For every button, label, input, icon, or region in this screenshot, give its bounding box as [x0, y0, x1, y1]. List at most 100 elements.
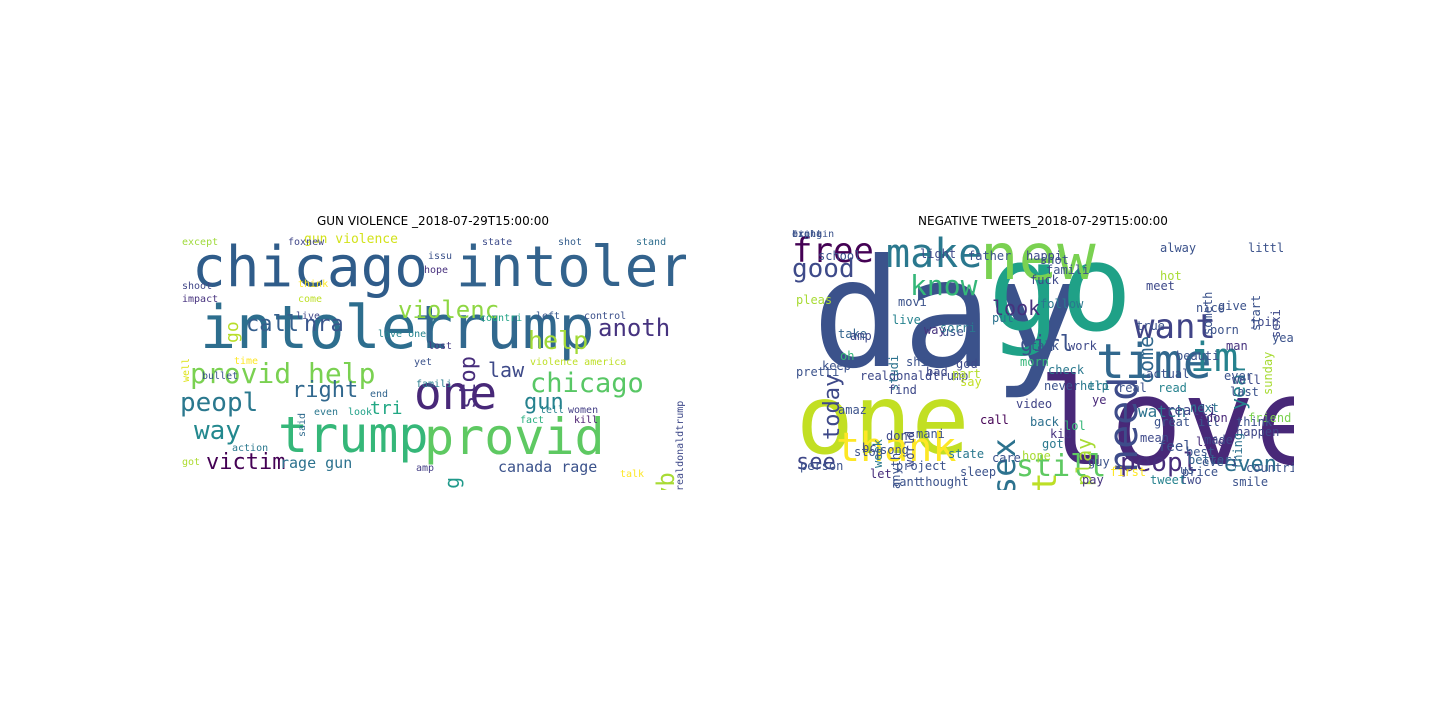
- gun-violence-word-realdonaldtrump: realdonaldtrump: [675, 400, 686, 490]
- gun-violence-word-call: call: [246, 312, 299, 337]
- negative-tweets-word-nice: nice: [1196, 301, 1225, 315]
- gun-violence-word-foxnew: foxnew: [288, 237, 325, 248]
- negative-tweets-word-amaz: amaz: [838, 403, 867, 417]
- gun-violence-word-gun-violence: gun violence: [304, 232, 398, 247]
- negative-tweets-word-price: price: [1182, 465, 1219, 479]
- negative-tweets-word-man: man: [1226, 339, 1248, 353]
- negative-tweets-word-girl: girl: [1020, 332, 1073, 357]
- negative-tweets-word-free: free: [792, 231, 874, 271]
- negative-tweets-word-peopl: peopl: [1120, 448, 1199, 478]
- gun-violence-word-nra: nra: [304, 312, 344, 337]
- gun-violence-word-countri: countri: [480, 313, 523, 324]
- gun-violence-word-time: time: [234, 356, 259, 367]
- negative-tweets-word-let: let: [870, 467, 892, 481]
- gun-violence-word-intoler: intoler: [456, 235, 686, 300]
- gun-violence-word-anoth: anoth: [598, 314, 671, 342]
- negative-tweets-word-make: make: [886, 231, 983, 277]
- negative-tweets-word-give: give: [1218, 299, 1247, 313]
- negative-tweets-word-cloud: day love one go new time im make free want thank ne…: [792, 230, 1294, 490]
- gun-violence-word-impact: impact: [182, 294, 219, 305]
- negative-tweets-word-im: im: [1190, 335, 1239, 381]
- negative-tweets-word-littl: littl: [1248, 241, 1285, 255]
- negative-tweets-word-shit: shit: [906, 355, 935, 369]
- negative-tweets-word-guy: guy: [1088, 455, 1110, 469]
- gun-violence-word-bullet: bullet: [202, 371, 239, 382]
- negative-tweets-word-beauti: beauti: [1176, 349, 1220, 363]
- negative-tweets-word-call: call: [980, 413, 1009, 427]
- negative-tweets-word-feel: feel: [1158, 439, 1192, 455]
- gun-violence-word-love-one: love one: [378, 329, 427, 340]
- gun-violence-word-chicago: chicago: [530, 368, 644, 399]
- negative-tweets-word-see: see: [796, 450, 836, 475]
- negative-tweets-word-hot: hot: [1160, 269, 1182, 283]
- negative-tweets-word-morn: morn: [1020, 355, 1049, 369]
- negative-tweets-word-made: made: [1204, 433, 1233, 447]
- negative-tweets-word-movi: movi: [898, 295, 927, 309]
- negative-tweets-word-ill: ill: [1198, 415, 1220, 429]
- gun-violence-word-amp: amp: [416, 463, 435, 474]
- negative-tweets-word-father: father: [968, 249, 1012, 263]
- gun-violence-word-well: well: [181, 357, 192, 382]
- negative-tweets-word-yeah: yeah: [1272, 331, 1294, 345]
- negative-tweets-word-way: way: [924, 323, 946, 337]
- gun-violence-word-end: end: [370, 389, 389, 400]
- negative-tweets-word-sleep: sleep: [960, 465, 997, 479]
- gun-violence-word-provid-help: provid help: [190, 357, 376, 390]
- gun-violence-word-look: look: [348, 407, 373, 418]
- negative-tweets-word-true: true: [1136, 319, 1165, 333]
- negative-tweets-word-mani: mani: [916, 427, 945, 441]
- negative-tweets-word-great: great: [1154, 415, 1191, 429]
- negative-tweets-word-song: song: [880, 443, 909, 457]
- gun-violence-word-issu: issu: [428, 251, 453, 262]
- negative-tweets-word-fuck: fuck: [1030, 273, 1059, 287]
- negative-tweets-word-realdonaldtrump: realdonaldtrump: [860, 369, 969, 383]
- right-panel-title: NEGATIVE TWEETS_2018-07-29T15:00:00: [918, 214, 1168, 228]
- negative-tweets-word-read: read: [1158, 381, 1187, 395]
- gun-violence-word-even: even: [314, 407, 339, 418]
- negative-tweets-word-real: real: [1118, 381, 1147, 395]
- negative-tweets-word-smile: smile: [1232, 475, 1269, 489]
- gun-violence-word-go: go: [222, 321, 243, 344]
- negative-tweets-word-bc: bc: [862, 441, 877, 455]
- negative-tweets-word-amp: amp: [850, 329, 872, 343]
- negative-tweets-word-never: never: [1044, 379, 1081, 393]
- gun-violence-word-gun: gun: [524, 390, 564, 415]
- negative-tweets-word-think: think: [1236, 415, 1273, 429]
- negative-tweets-word-put: put: [992, 311, 1014, 325]
- negative-tweets-word-join: join: [1250, 315, 1279, 329]
- gun-violence-word-trump: trump: [278, 406, 429, 464]
- negative-tweets-word-next: next: [1190, 401, 1219, 415]
- gun-violence-word-talk: talk: [620, 469, 645, 480]
- gun-violence-word-think: think: [298, 279, 329, 290]
- negative-tweets-word-good: good: [792, 254, 855, 284]
- gun-violence-word-except: except: [182, 237, 219, 248]
- negative-tweets-word-live: live: [892, 313, 921, 327]
- negative-tweets-word-first: first: [1110, 465, 1147, 479]
- negative-tweets-word-day: day: [812, 230, 1083, 402]
- negative-tweets-word-don: don: [1206, 411, 1228, 425]
- negative-tweets-word-work: work: [1068, 339, 1097, 353]
- negative-tweets-word-love: love: [1038, 354, 1294, 490]
- negative-tweets-word-pay: pay: [1082, 473, 1104, 487]
- negative-tweets-word-back: back: [1030, 415, 1059, 429]
- negative-tweets-word-use: use: [942, 325, 964, 339]
- gun-violence-word-left: left: [536, 311, 561, 322]
- negative-tweets-word-thought: thought: [918, 475, 969, 489]
- negative-tweets-word-find: find: [888, 383, 917, 397]
- gun-violence-word-shoot: shoot: [182, 281, 213, 292]
- gun-violence-word-intoler: intoler: [200, 293, 453, 363]
- negative-tweets-word-bad: bad: [926, 365, 948, 379]
- negative-tweets-word-tri: tri: [1088, 379, 1110, 393]
- gun-violence-word-stop: stop: [456, 355, 481, 409]
- negative-tweets-word-shot: shot: [1040, 253, 1069, 267]
- negative-tweets-word-light: light: [920, 247, 957, 261]
- gun-violence-word-victim: victim: [206, 450, 286, 475]
- negative-tweets-word-fight: fight: [792, 230, 823, 240]
- negative-tweets-word-say: say: [960, 375, 982, 389]
- negative-tweets-word-talk: talk: [1030, 339, 1059, 353]
- gun-violence-word-tri: tri: [370, 398, 403, 419]
- negative-tweets-word-project: project: [896, 459, 947, 473]
- gun-violence-word-cloud: chicago intoler intoler trump trump provid one…: [180, 230, 686, 490]
- negative-tweets-word-friend: friend: [1248, 411, 1292, 425]
- gun-violence-word-law: law: [488, 358, 525, 382]
